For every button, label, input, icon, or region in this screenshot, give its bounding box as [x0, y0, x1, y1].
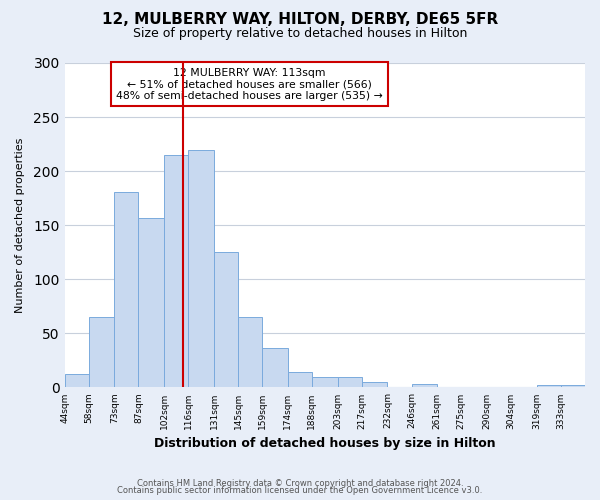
Bar — [139, 218, 164, 388]
Text: Contains public sector information licensed under the Open Government Licence v3: Contains public sector information licen… — [118, 486, 482, 495]
Bar — [412, 384, 437, 388]
Bar — [362, 382, 388, 388]
Bar — [164, 155, 188, 388]
Bar — [312, 376, 338, 388]
Bar — [561, 386, 585, 388]
Bar — [338, 376, 362, 388]
Text: Contains HM Land Registry data © Crown copyright and database right 2024.: Contains HM Land Registry data © Crown c… — [137, 478, 463, 488]
Bar — [238, 317, 262, 388]
Text: 12, MULBERRY WAY, HILTON, DERBY, DE65 5FR: 12, MULBERRY WAY, HILTON, DERBY, DE65 5F… — [102, 12, 498, 28]
Y-axis label: Number of detached properties: Number of detached properties — [15, 138, 25, 313]
Text: 12 MULBERRY WAY: 113sqm
← 51% of detached houses are smaller (566)
48% of semi-d: 12 MULBERRY WAY: 113sqm ← 51% of detache… — [116, 68, 383, 101]
Text: Size of property relative to detached houses in Hilton: Size of property relative to detached ho… — [133, 28, 467, 40]
Bar — [188, 150, 214, 388]
Bar — [262, 348, 288, 388]
X-axis label: Distribution of detached houses by size in Hilton: Distribution of detached houses by size … — [154, 437, 496, 450]
Bar — [65, 374, 89, 388]
Bar — [288, 372, 312, 388]
Bar — [89, 317, 115, 388]
Bar — [537, 386, 561, 388]
Bar — [214, 252, 238, 388]
Bar — [115, 192, 139, 388]
